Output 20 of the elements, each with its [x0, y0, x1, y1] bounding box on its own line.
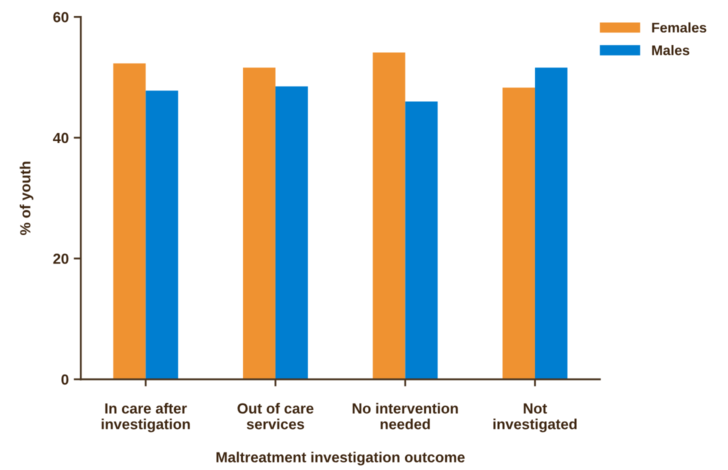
y-tick-label: 0	[61, 374, 68, 385]
y-tick-label: 40	[53, 132, 68, 144]
y-tick-label: 60	[53, 12, 68, 22]
x-tick-label: No intervention needed	[352, 402, 458, 430]
x-tick-label: In care after investigation	[102, 402, 190, 432]
bar	[146, 90, 178, 380]
bar	[275, 86, 308, 380]
bar	[502, 88, 535, 380]
bar	[113, 63, 146, 380]
y-tick-label: 20	[53, 254, 68, 264]
x-tick-label: Out of care services	[238, 402, 314, 430]
x-axis-title: Maltreatment investigation outcome	[216, 452, 465, 466]
bar	[372, 52, 406, 380]
bar	[405, 101, 438, 380]
y-axis-title: % of youth	[20, 162, 34, 236]
x-tick-label: Not investigated	[493, 403, 577, 432]
legend-label: Males	[652, 45, 690, 56]
bar	[243, 68, 276, 380]
bar	[534, 68, 568, 380]
legend-label: Females	[652, 22, 706, 33]
